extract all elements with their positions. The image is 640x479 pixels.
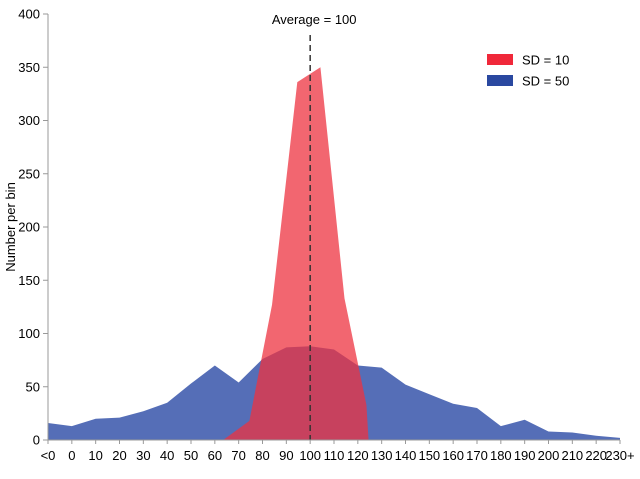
legend-swatch [487,75,513,86]
legend-label: SD = 10 [522,53,569,68]
data-point [248,419,251,422]
y-tick-label: 0 [33,433,40,448]
data-point [271,303,274,306]
x-tick-label: 180 [490,448,512,463]
data-point [94,417,97,420]
data-point [118,416,121,419]
legend-item: SD = 50 [487,74,569,89]
x-tick-label: 230+ [605,448,634,463]
legend-label: SD = 50 [522,74,569,89]
y-tick-label: 50 [26,379,40,394]
data-point [296,81,299,84]
data-point [142,410,145,413]
data-point [452,402,455,405]
y-axis-label: Number per bin [3,182,18,272]
data-point [571,431,574,434]
x-tick-label: 40 [160,448,174,463]
data-point [523,418,526,421]
x-tick-label: 60 [208,448,222,463]
data-point [166,401,169,404]
average-label: Average = 100 [272,12,357,27]
x-tick-label: <0 [41,448,56,463]
data-point [404,383,407,386]
x-tick-label: 80 [255,448,269,463]
data-point [70,425,73,428]
x-tick-label: 170 [466,448,488,463]
x-tick-label: 140 [395,448,417,463]
x-tick-label: 50 [184,448,198,463]
x-tick-label: 100 [299,448,321,463]
x-tick-label: 10 [88,448,102,463]
y-tick-label: 350 [18,60,40,75]
data-point [619,436,622,439]
data-point [499,425,502,428]
legend-swatch [487,54,513,65]
data-point [213,364,216,367]
x-tick-label: 70 [231,448,245,463]
y-tick-label: 300 [18,113,40,128]
x-tick-label: 130 [371,448,393,463]
x-tick-label: 110 [324,448,345,463]
data-point [319,66,322,69]
y-tick-label: 150 [18,273,40,288]
x-tick-label: 210 [561,448,583,463]
x-tick-label: 150 [418,448,440,463]
data-point [237,381,240,384]
x-tick-label: 90 [279,448,293,463]
data-point [547,430,550,433]
y-tick-label: 100 [18,326,40,341]
data-point [190,382,193,385]
x-tick-label: 190 [514,448,536,463]
y-tick-label: 250 [18,166,40,181]
x-tick-label: 200 [538,448,560,463]
plot-areas [48,66,622,440]
data-point [343,297,346,300]
y-tick-label: 200 [18,220,40,235]
x-tick-label: 220 [585,448,607,463]
data-point [595,434,598,437]
y-tick-label: 400 [18,7,40,22]
x-tick-label: 160 [442,448,464,463]
x-tick-label: 30 [136,448,150,463]
legend-item: SD = 10 [487,53,569,68]
x-tick-label: 20 [112,448,126,463]
data-point [428,393,431,396]
x-tick-label: 0 [68,448,75,463]
legend: SD = 10 SD = 50 [487,53,569,89]
series-sd-10 [223,66,369,440]
data-point [476,407,479,410]
data-point [365,403,368,406]
area-fill [223,67,369,440]
data-point [380,366,383,369]
x-tick-label: 120 [347,448,369,463]
